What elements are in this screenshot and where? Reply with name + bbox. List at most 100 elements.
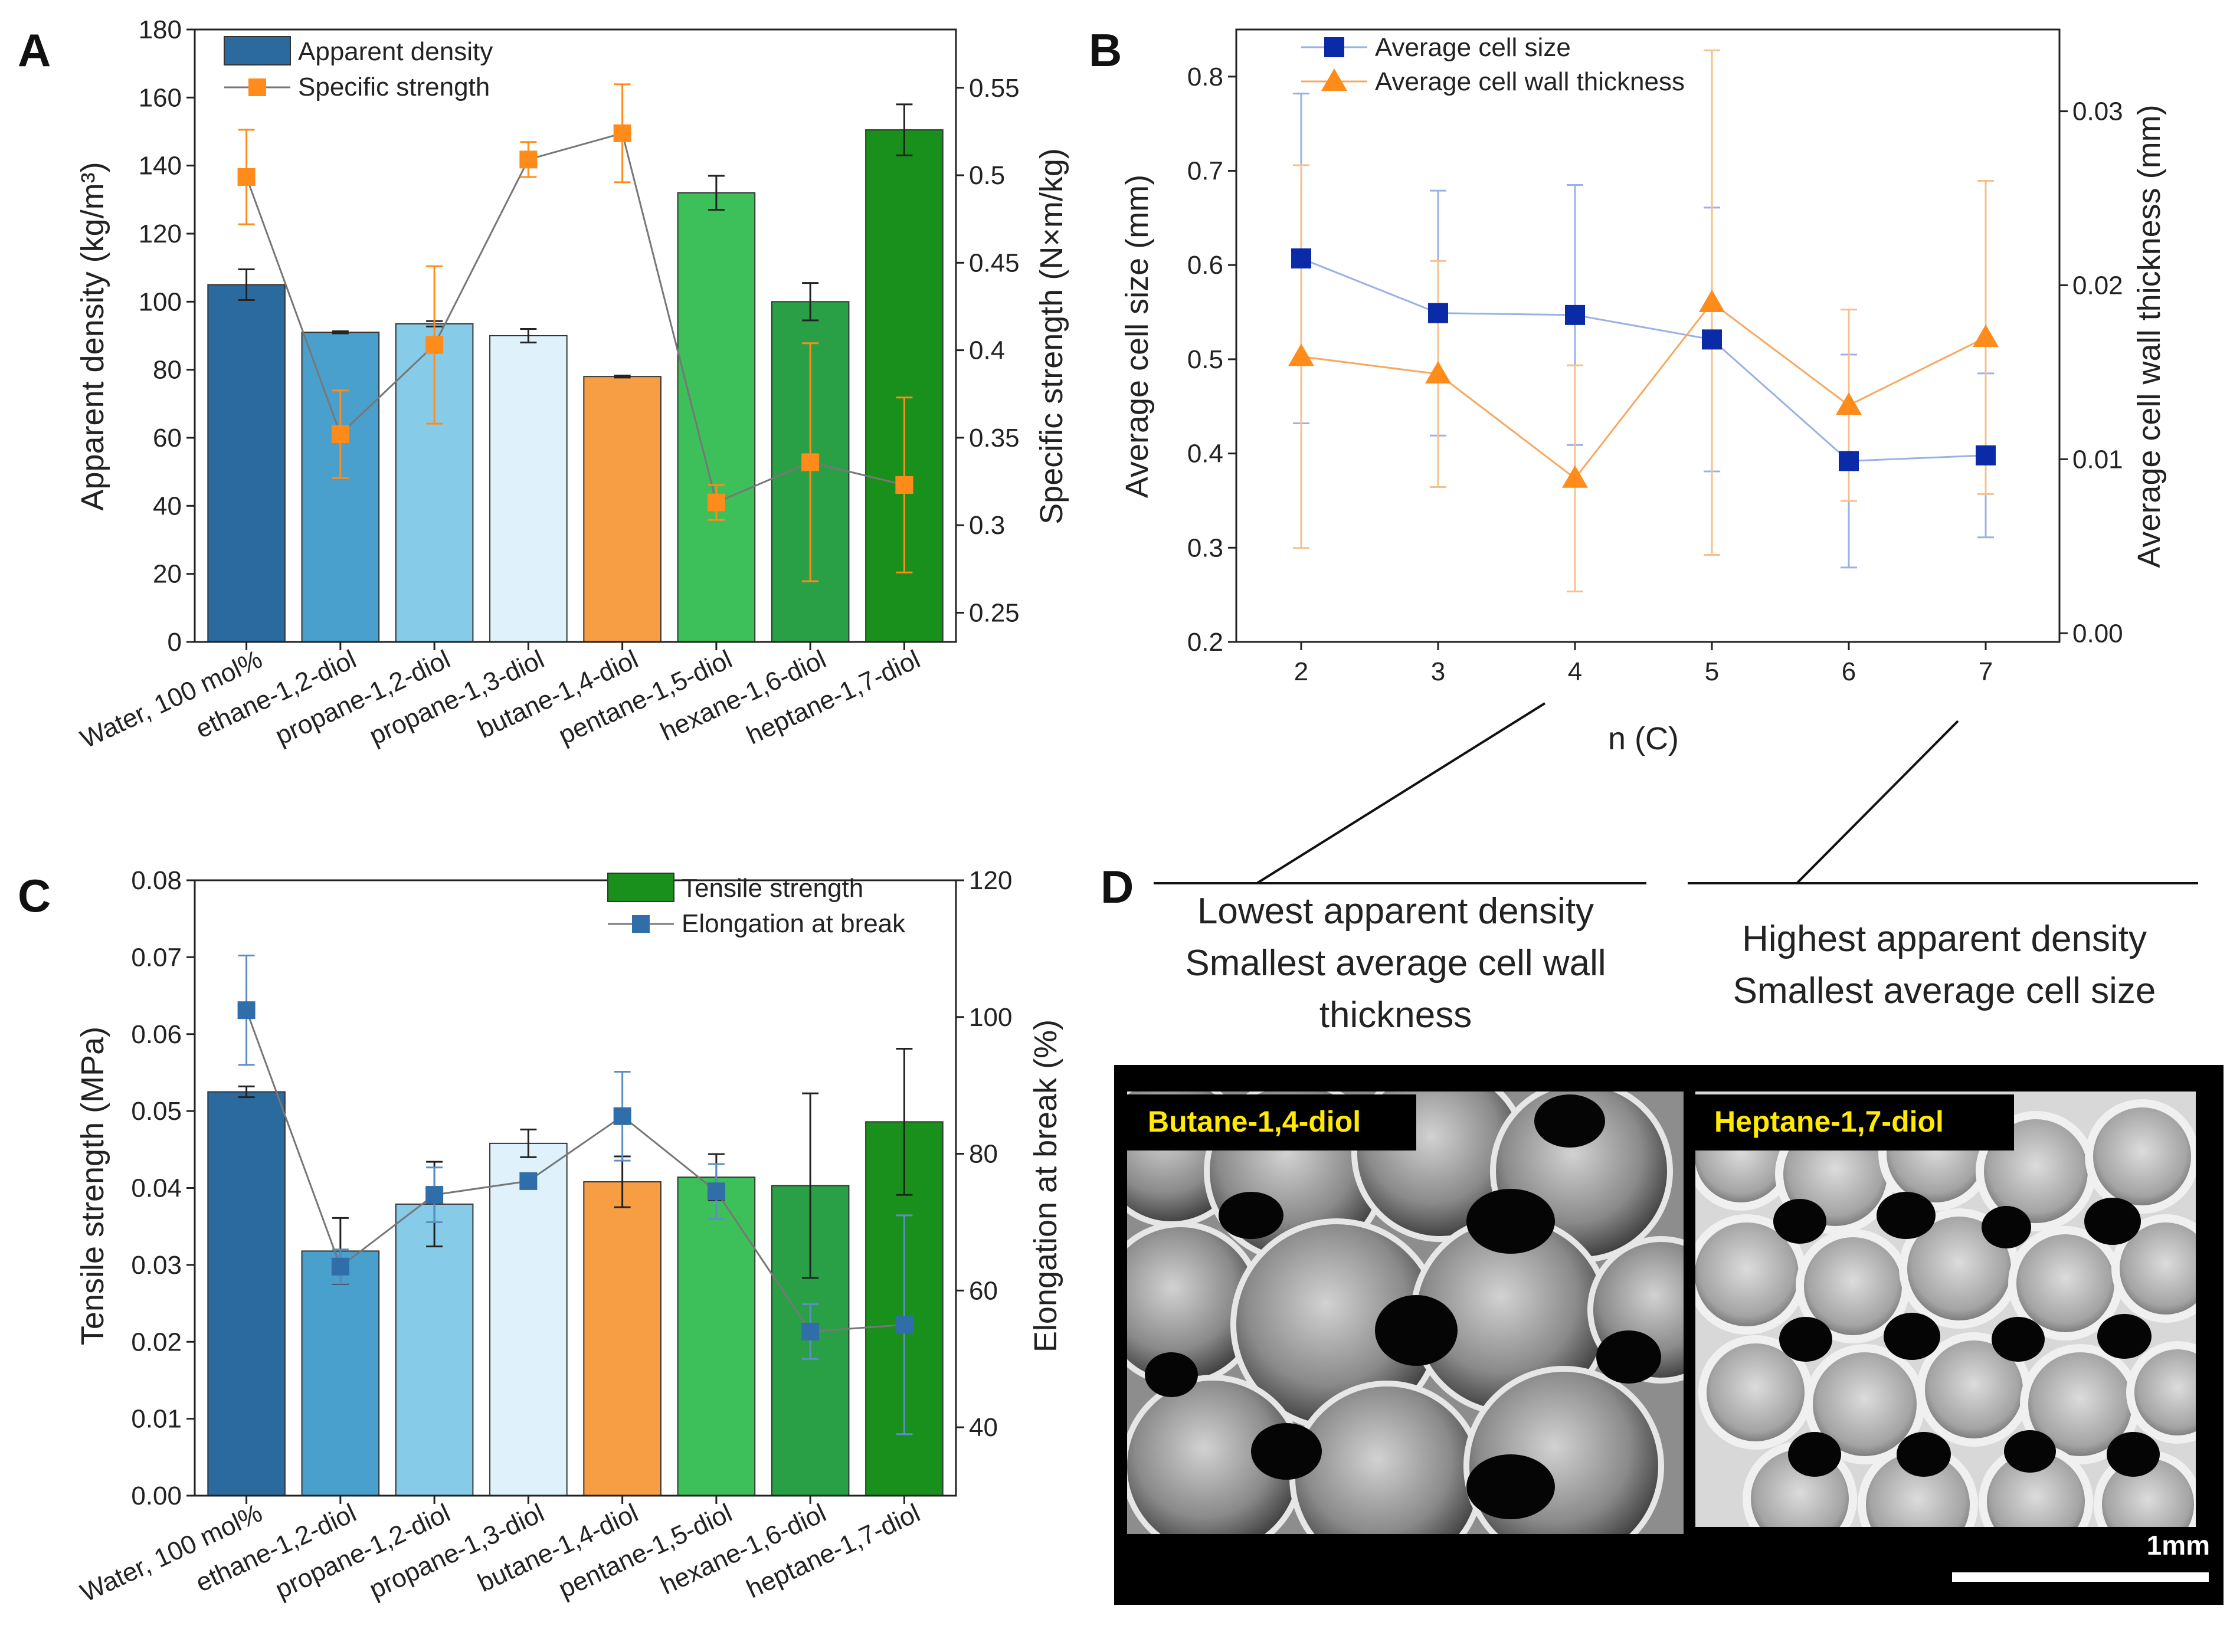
chart-a-ytick-label: 60 (153, 424, 182, 453)
chart-b-y2tick-label: 0.03 (2072, 97, 2123, 126)
chart-b-point-cell-size (1291, 248, 1311, 269)
chart-a-y2tick-label: 0.45 (969, 248, 1020, 277)
chart-c-point (707, 1182, 725, 1201)
chart-a-y2tick-label: 0.25 (969, 598, 1020, 627)
chart-a-ytick-label: 0 (168, 628, 182, 657)
chart-b-point-wall-thickness (1836, 392, 1862, 415)
panel-d: Lowest apparent density Smallest average… (1114, 702, 2224, 1605)
sem-image-heptane (1695, 1092, 2196, 1527)
chart-b-y2tick-label: 0.00 (2072, 619, 2123, 648)
chart-c-y2tick-label: 60 (969, 1276, 998, 1305)
chart-b-xlabel: n (C) (1608, 721, 1679, 756)
chart-c-y2tick-label: 80 (969, 1140, 998, 1169)
chart-a-y2tick-label: 0.3 (969, 511, 1005, 540)
chart-b-y2tick-label: 0.02 (2072, 271, 2123, 300)
chart-a-ytick-label: 100 (139, 287, 182, 316)
chart-b-xtick-label: 7 (1979, 657, 1993, 686)
chart-a-ylabel: Apparent density (kg/m³) (75, 162, 110, 510)
chart-c-ytick-label: 0.01 (131, 1405, 182, 1434)
sem-label-bg-right (1695, 1094, 2014, 1150)
chart-a-bar (583, 376, 662, 643)
chart-c-bar (489, 1142, 568, 1496)
chart-a-line-specific-strength (245, 132, 905, 504)
left-caption-line-1: Lowest apparent density (1197, 891, 1594, 932)
chart-b-ytick-label: 0.3 (1187, 533, 1223, 562)
chart-a-legend-line-marker (248, 78, 266, 96)
chart-a-point (425, 336, 444, 354)
chart-c-bar (677, 1176, 756, 1497)
chart-c-bar (583, 1181, 662, 1496)
chart-a-point (237, 168, 256, 186)
chart-a-y2tick-label: 0.35 (969, 424, 1020, 453)
connector-line-right (1796, 720, 1959, 884)
chart-c-bar (207, 1091, 286, 1496)
sem-label-bg-left (1127, 1094, 1416, 1150)
chart-a-point (707, 493, 725, 512)
chart-c-ytick-label: 0.02 (131, 1328, 182, 1356)
chart-c-point (613, 1107, 631, 1125)
chart-b-legend-label-2: Average cell wall thickness (1375, 67, 1685, 96)
chart-b-y2label: Average cell wall thickness (mm) (2131, 104, 2167, 568)
chart-b-xtick-label: 3 (1431, 657, 1445, 686)
chart-b: 0.2 0.3 0.4 0.5 0.6 0.7 0.8 0.00 0.01 0.02 0.03 2 3 4… (1119, 28, 2167, 756)
chart-b-ytick-label: 0.4 (1187, 440, 1223, 468)
chart-b-legend-marker-1 (1324, 37, 1344, 57)
chart-b-point-wall-thickness (1425, 360, 1451, 384)
chart-c-ytick-label: 0.06 (131, 1020, 182, 1049)
chart-c-line-elongation (245, 1009, 905, 1333)
chart-b-point-wall-thickness (1562, 465, 1588, 488)
chart-c-point (519, 1172, 538, 1190)
chart-a-ytick-label: 40 (153, 491, 182, 520)
chart-c-legend-bar-label: Tensile strength (682, 874, 863, 903)
chart-a-bar (489, 335, 568, 643)
chart-b-xtick-label: 5 (1705, 657, 1719, 686)
chart-c-y2tick-label: 120 (969, 866, 1012, 895)
chart-a-legend-bar-label: Apparent density (298, 37, 493, 66)
chart-c-y2tick-label: 100 (969, 1003, 1012, 1032)
chart-b-ytick-label: 0.6 (1187, 251, 1223, 280)
chart-b-legend-label-1: Average cell size (1375, 33, 1571, 62)
sem-image-butane (1127, 1092, 1684, 1534)
chart-a-point (613, 124, 631, 142)
chart-c-point (331, 1257, 349, 1276)
chart-a-bar (677, 192, 756, 643)
chart-c-point (237, 1001, 256, 1020)
chart-b-point-cell-size (1428, 303, 1448, 323)
chart-a-ytick-label: 180 (139, 15, 182, 44)
chart-a-point (895, 476, 913, 494)
chart-c-point (895, 1316, 913, 1334)
panel-label-c: C (18, 870, 51, 922)
chart-b-ytick-label: 0.2 (1187, 628, 1223, 657)
left-caption-line-3: thickness (1319, 995, 1472, 1035)
chart-c-legend-bar-swatch (607, 873, 674, 902)
chart-c-ytick-label: 0.08 (131, 866, 182, 895)
chart-c-y2label: Elongation at break (%) (1028, 1020, 1063, 1352)
scale-bar (1952, 1572, 2209, 1582)
chart-a-y2label: Specific strength (N×m/kg) (1034, 148, 1069, 525)
sem-label-butane: Butane-1,4-diol (1148, 1105, 1361, 1138)
chart-a-y2tick-label: 0.4 (969, 336, 1005, 365)
chart-c-ytick-label: 0.07 (131, 943, 182, 972)
chart-b-xtick-label: 2 (1294, 657, 1308, 686)
chart-c-ylabel: Tensile strength (MPa) (75, 1027, 110, 1345)
chart-c-ytick-label: 0.00 (131, 1481, 182, 1510)
chart-a-y2tick-label: 0.55 (969, 74, 1020, 103)
chart-b-point-wall-thickness (1699, 289, 1725, 312)
chart-b-ytick-label: 0.8 (1187, 63, 1223, 91)
chart-c-point (425, 1186, 444, 1204)
chart-b-line-wall-thickness (1301, 301, 1986, 480)
chart-b-point-wall-thickness (1973, 324, 1999, 347)
chart-b-line-cell-size (1301, 257, 1986, 462)
chart-c-legend-line-marker (632, 915, 650, 933)
panel-label-b: B (1089, 24, 1122, 76)
chart-c-bar (395, 1203, 474, 1497)
chart-b-xtick-label: 4 (1568, 657, 1582, 686)
chart-b-ylabel: Average cell size (mm) (1119, 175, 1155, 498)
left-caption-line-2: Smallest average cell wall (1185, 943, 1606, 984)
chart-c-ytick-label: 0.03 (131, 1251, 182, 1280)
chart-a-y2tick-label: 0.5 (969, 161, 1005, 190)
right-caption-line-2: Smallest average cell size (1733, 971, 2156, 1011)
chart-b-y2tick-label: 0.01 (2072, 445, 2123, 474)
connector-line-left (1256, 702, 1546, 884)
